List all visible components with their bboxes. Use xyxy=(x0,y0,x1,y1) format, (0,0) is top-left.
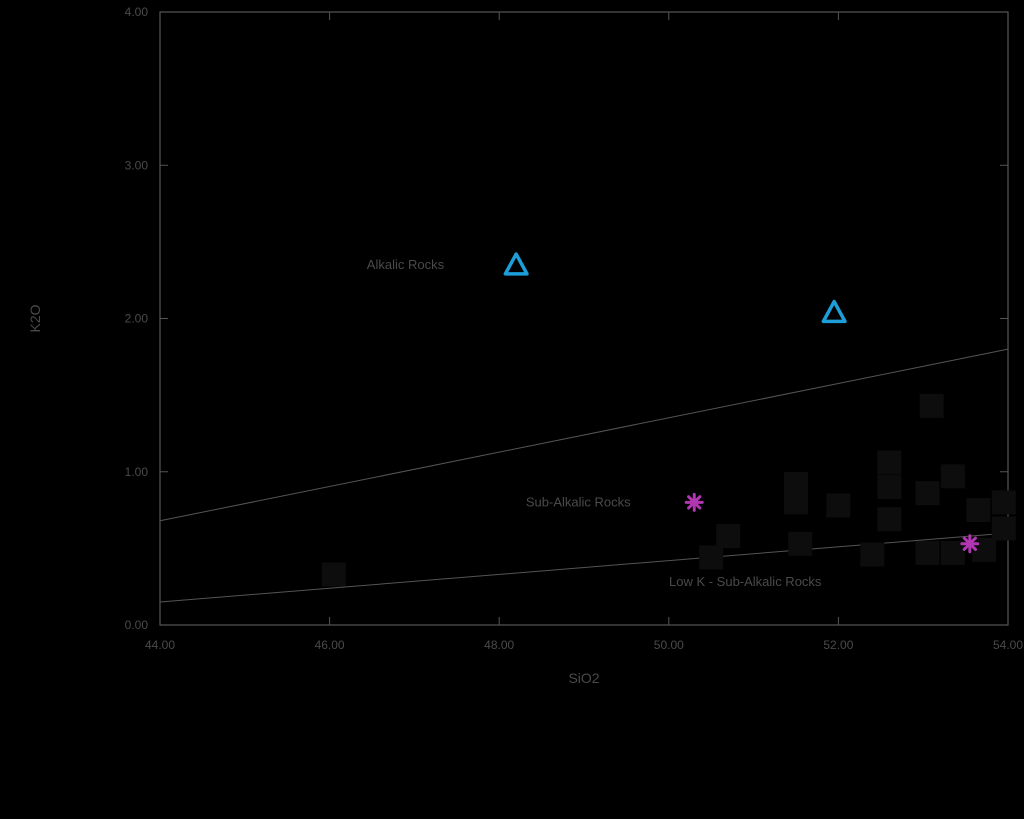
xtick-label: 50.00 xyxy=(654,638,684,652)
marker-square xyxy=(716,524,740,548)
k2o-vs-sio2-scatter: 44.00 46.00 48.00 50.00 52.00 54.00 0.00 1.00 2.… xyxy=(0,0,1024,819)
xtick-label: 48.00 xyxy=(484,638,514,652)
marker-square xyxy=(941,464,965,488)
marker-square xyxy=(322,562,346,586)
marker-square xyxy=(920,394,944,418)
marker-asterisk xyxy=(962,536,978,552)
marker-square xyxy=(788,532,812,556)
xtick-label: 46.00 xyxy=(315,638,345,652)
region-label: Low K - Sub-Alkalic Rocks xyxy=(669,574,822,589)
y-axis-label: K2O xyxy=(27,304,43,332)
ytick-label: 4.00 xyxy=(125,5,149,19)
marker-square xyxy=(966,498,990,522)
marker-square xyxy=(915,541,939,565)
marker-square xyxy=(699,546,723,570)
marker-square xyxy=(826,493,850,517)
xtick-label: 54.00 xyxy=(993,638,1023,652)
marker-square xyxy=(877,475,901,499)
chart-svg: 44.00 46.00 48.00 50.00 52.00 54.00 0.00 1.00 2.… xyxy=(0,0,1024,819)
ytick-label: 0.00 xyxy=(125,618,149,632)
marker-square xyxy=(992,516,1016,540)
xtick-label: 44.00 xyxy=(145,638,175,652)
region-label: Alkalic Rocks xyxy=(367,257,445,272)
marker-square xyxy=(877,451,901,475)
xtick-label: 52.00 xyxy=(823,638,853,652)
marker-square xyxy=(992,490,1016,514)
plot-area xyxy=(160,12,1008,625)
marker-square xyxy=(860,543,884,567)
region-label: Sub-Alkalic Rocks xyxy=(526,494,631,509)
ytick-label: 3.00 xyxy=(125,158,149,172)
ytick-label: 1.00 xyxy=(125,465,149,479)
marker-asterisk xyxy=(686,494,702,510)
ytick-label: 2.00 xyxy=(125,312,149,326)
marker-square xyxy=(784,472,808,496)
marker-square xyxy=(915,481,939,505)
x-axis-label: SiO2 xyxy=(568,670,599,686)
marker-square xyxy=(877,507,901,531)
